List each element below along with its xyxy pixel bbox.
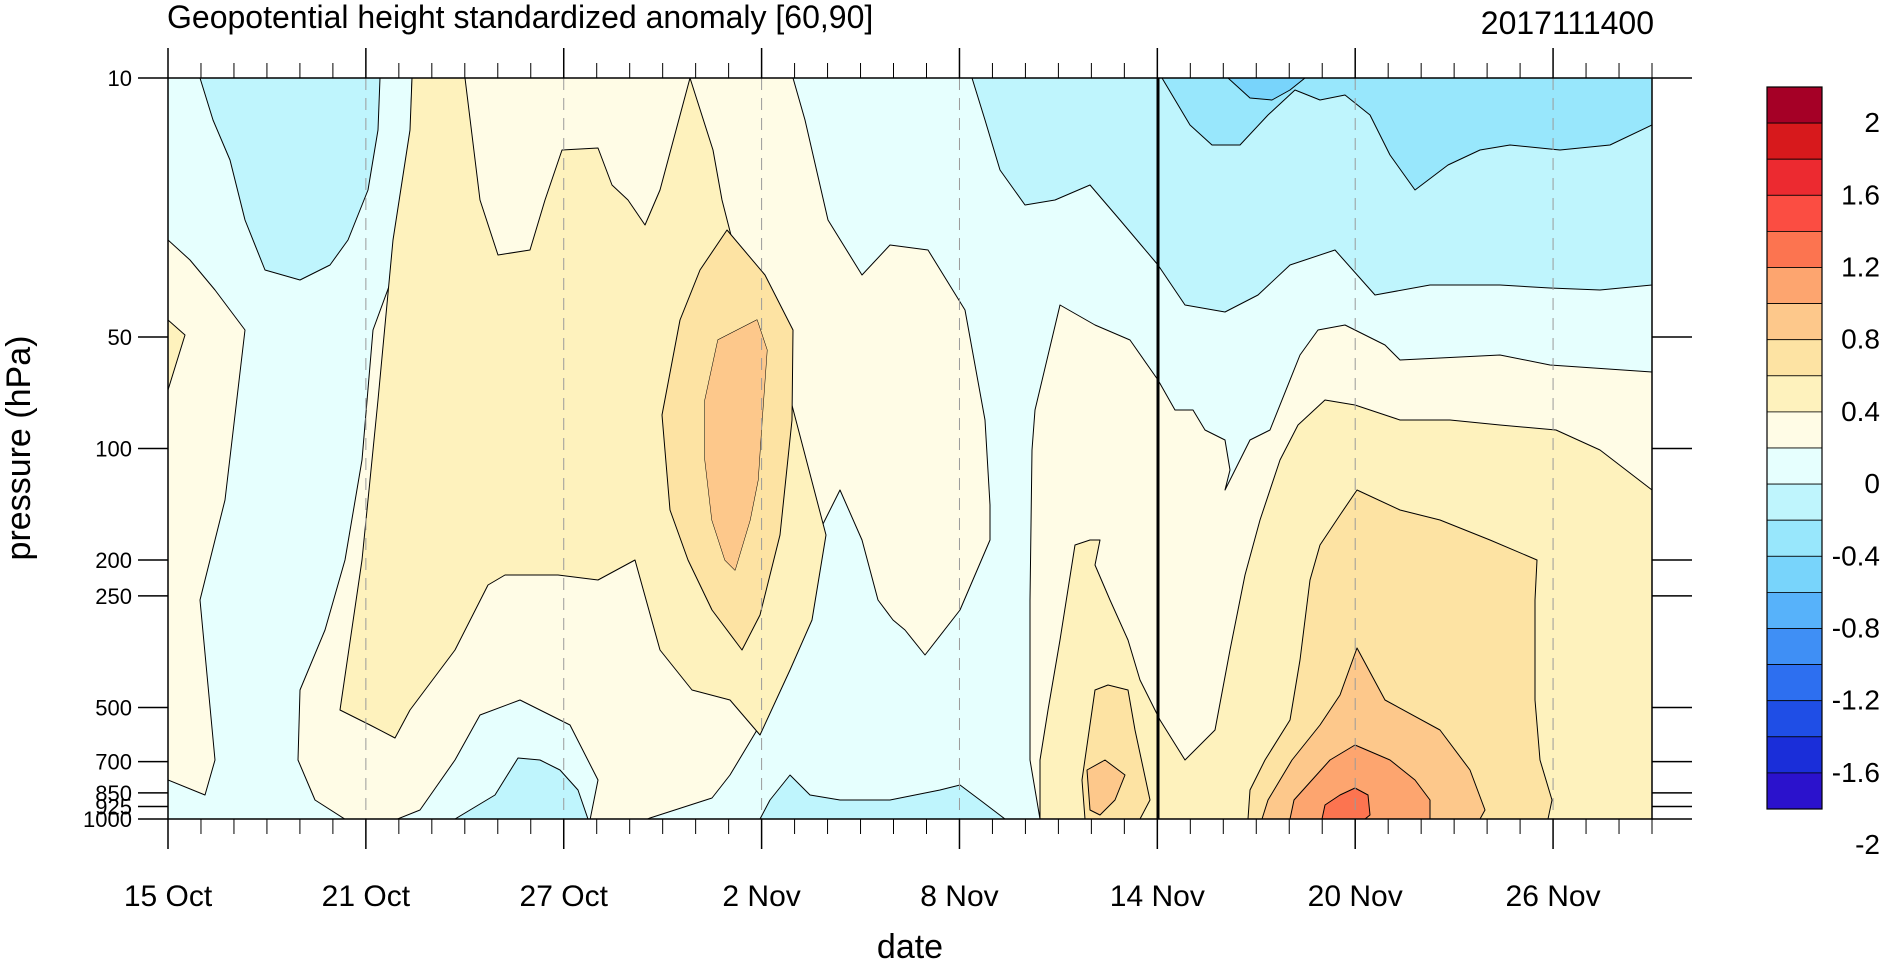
colorbar-label: 1.6 xyxy=(1841,179,1880,210)
y-tick-label: 1000 xyxy=(83,807,132,832)
colorbar-swatch xyxy=(1766,519,1823,557)
colorbar-swatch xyxy=(1766,339,1823,377)
colorbar-swatch xyxy=(1766,447,1823,485)
x-tick-label: 14 Nov xyxy=(1110,880,1205,913)
colorbar-swatch xyxy=(1766,303,1823,341)
contour-pos-0-notch xyxy=(464,78,691,256)
colorbar-swatch xyxy=(1766,664,1823,702)
colorbar-label: 0.4 xyxy=(1841,396,1880,427)
colorbar-label: 2 xyxy=(1864,107,1880,138)
colorbar-label: -0.8 xyxy=(1832,613,1880,644)
colorbar-label: -1.6 xyxy=(1832,757,1880,788)
colorbar-label: 0 xyxy=(1864,468,1880,499)
colorbar-swatch xyxy=(1766,700,1823,738)
y-tick-label: 850 xyxy=(95,781,132,806)
contour-neg-04-a xyxy=(199,78,381,281)
contour-neg-08-a xyxy=(1161,78,1652,191)
x-axis: 15 Oct 21 Oct 27 Oct 2 Nov 8 Nov 14 Nov 20 Nov… xyxy=(124,48,1653,913)
colorbar-swatch xyxy=(1766,86,1823,124)
colorbar-label: -1.2 xyxy=(1832,685,1880,716)
y-axis-label: pressure (hPa) xyxy=(0,336,38,561)
y-tick-label: 50 xyxy=(108,325,132,350)
colorbar-label: 1.2 xyxy=(1841,252,1880,283)
contour-neg-04-d xyxy=(759,774,1006,819)
colorbar-swatch xyxy=(1766,628,1823,665)
x-tick-label: 27 Oct xyxy=(520,880,609,913)
contour-neg-12-a xyxy=(1227,78,1306,101)
x-tick-label: 15 Oct xyxy=(124,880,213,913)
chart-timestamp: 2017111400 xyxy=(1480,5,1654,41)
colorbar-label: -0.4 xyxy=(1832,540,1880,571)
x-tick-label: 26 Nov xyxy=(1506,880,1601,913)
colorbar-swatch xyxy=(1766,375,1823,413)
contour-pos-20-a xyxy=(1321,787,1371,819)
contour-pos-0-b xyxy=(168,239,246,796)
x-axis-label: date xyxy=(877,928,943,963)
contour-pos-04-b xyxy=(168,319,186,391)
colorbar-swatch xyxy=(1766,592,1823,629)
colorbar-swatch xyxy=(1766,772,1823,810)
colorbar-swatch xyxy=(1766,158,1823,196)
y-tick-label: 10 xyxy=(108,66,132,91)
colorbar-swatch xyxy=(1766,555,1823,593)
y-tick-label: 500 xyxy=(95,695,132,720)
colorbar-swatch xyxy=(1766,230,1823,268)
colorbar: 2 1.6 1.2 0.8 0.4 0 -0.4 -0.8 -1.2 -1.6 -2 xyxy=(1766,86,1880,860)
y-tick-label: 100 xyxy=(95,437,132,462)
colorbar-swatch xyxy=(1766,736,1823,774)
colorbar-swatch xyxy=(1766,122,1823,160)
chart-title: Geopotential height standardized anomaly… xyxy=(167,0,874,35)
contour-pos-16-a xyxy=(1289,744,1431,819)
colorbar-label: 0.8 xyxy=(1841,324,1880,355)
contour-neg-04-c xyxy=(454,757,589,819)
colorbar-swatch xyxy=(1766,411,1823,449)
colorbar-swatch xyxy=(1766,194,1823,232)
x-tick-label: 20 Nov xyxy=(1308,880,1403,913)
colorbar-label: -2 xyxy=(1855,829,1880,860)
colorbar-swatch xyxy=(1766,483,1823,521)
x-tick-label: 8 Nov xyxy=(920,880,998,913)
x-tick-label: 21 Oct xyxy=(322,880,411,913)
contour-field xyxy=(168,78,1652,819)
y-tick-label: 700 xyxy=(95,750,132,775)
y-tick-label: 925 xyxy=(95,794,132,819)
y-tick-label: 250 xyxy=(95,584,132,609)
contour-pos-12-inner xyxy=(705,320,767,570)
y-tick-label: 200 xyxy=(95,548,132,573)
colorbar-frame xyxy=(1766,86,1823,810)
contour-pos-12-c xyxy=(1086,759,1126,816)
x-tick-label: 2 Nov xyxy=(722,880,800,913)
colorbar-swatch xyxy=(1766,267,1823,304)
